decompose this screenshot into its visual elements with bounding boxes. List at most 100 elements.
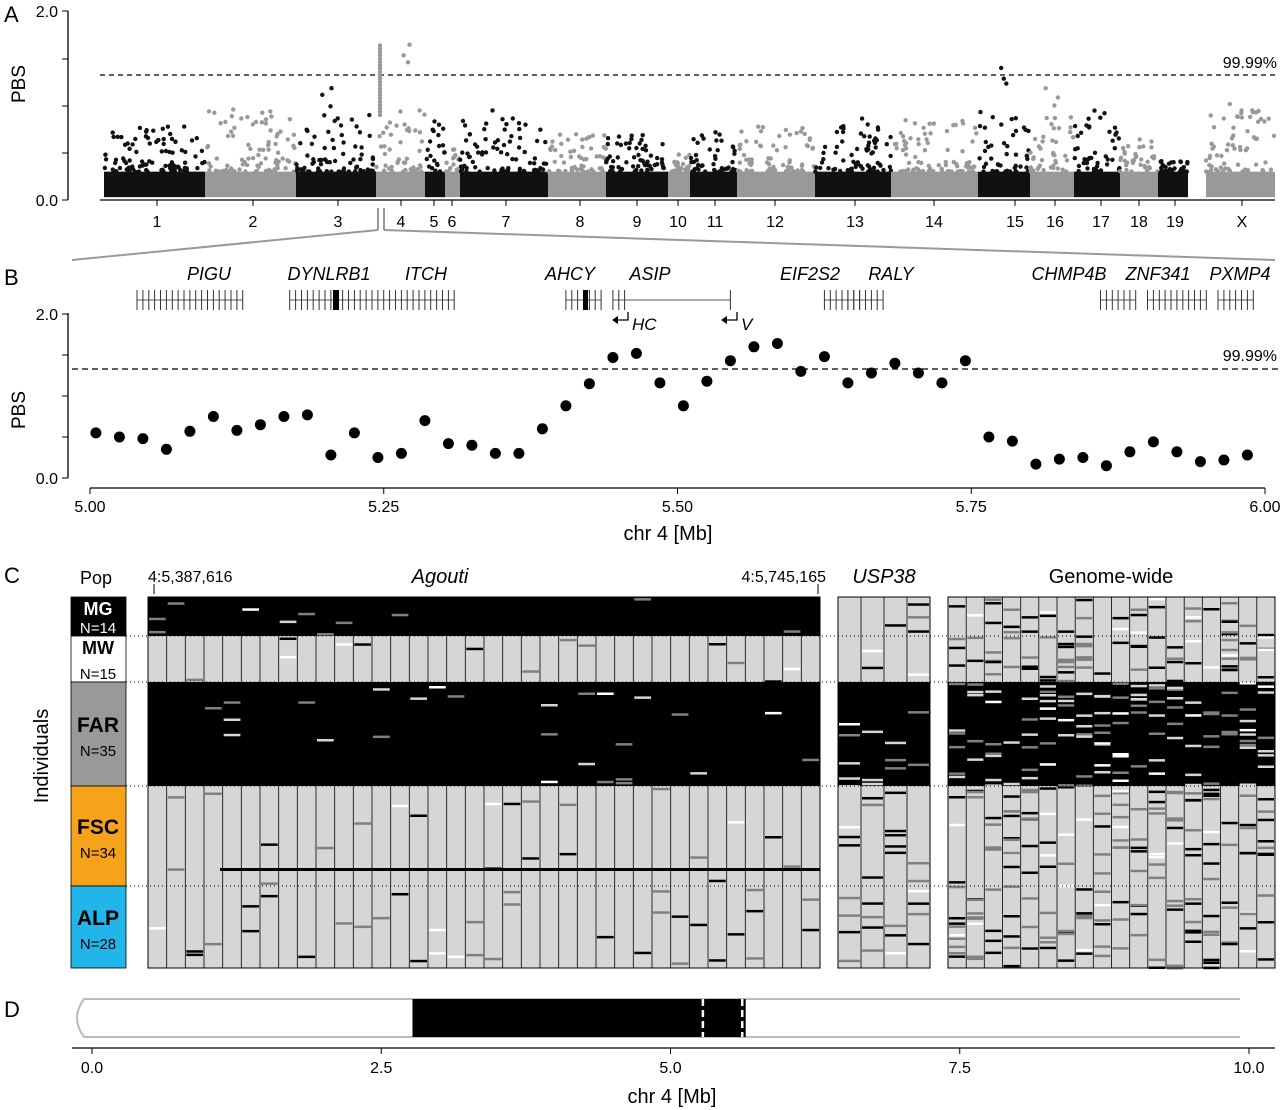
snp-point [1005, 144, 1010, 149]
hap-stripe [1167, 964, 1184, 968]
hap-stripe [1039, 690, 1056, 694]
snp-point [1133, 151, 1138, 157]
snp-point [1031, 156, 1036, 161]
snp-point [291, 132, 297, 137]
chromosome-band [445, 171, 460, 198]
snp-point [900, 134, 906, 139]
hap-stripe [391, 893, 409, 896]
genome-wide-haplotype-matrix [947, 596, 1276, 970]
snp-point [921, 125, 926, 130]
snp-point [509, 134, 514, 139]
snp-point [273, 141, 278, 147]
pbs-point [1124, 446, 1136, 458]
hap-stripe [1148, 855, 1165, 859]
snp-point [1001, 141, 1007, 146]
snp-point [1239, 110, 1244, 116]
hap-stripe [949, 682, 966, 686]
snp-point [585, 169, 590, 174]
snp-point [688, 155, 694, 161]
snp-point [957, 168, 963, 174]
snp-point [739, 129, 744, 134]
c-usp38-title: USP38 [852, 566, 915, 588]
snp-point [581, 157, 587, 162]
hap-stripe [186, 678, 203, 682]
hap-stripe [1112, 815, 1129, 819]
snp-point [357, 130, 363, 135]
hap-stripe [1130, 933, 1147, 937]
snp-point [840, 129, 846, 135]
hap-stripe [985, 660, 1002, 664]
snp-point [1012, 165, 1017, 171]
hap-stripe [1257, 636, 1274, 639]
sweep-block [412, 999, 746, 1037]
snp-point [1230, 143, 1236, 148]
snp-point [862, 134, 867, 139]
snp-point [837, 168, 843, 174]
snp-point [102, 165, 108, 171]
snp-point [597, 154, 603, 159]
hap-stripe [885, 829, 906, 833]
hap-stripe [1239, 912, 1256, 916]
hap-stripe [1003, 608, 1020, 611]
hap-stripe [1148, 790, 1165, 794]
pbs-point [607, 352, 619, 363]
snp-point [966, 169, 971, 174]
hap-stripe [690, 856, 707, 859]
hap-stripe [522, 857, 539, 860]
snp-point [701, 136, 706, 141]
snp-point [1184, 169, 1190, 174]
chromosome-label: 4 [397, 214, 406, 231]
hap-stripe [149, 617, 166, 621]
snp-point [1075, 133, 1080, 139]
snp-point [787, 160, 792, 165]
snp-point [906, 160, 912, 166]
snp-point [931, 121, 936, 126]
hap-frame [947, 596, 1276, 969]
snp-point [240, 162, 245, 167]
snp-point [760, 125, 766, 130]
hap-stripe [862, 949, 883, 952]
hap-stripe [1094, 695, 1111, 698]
snp-point [1126, 144, 1131, 149]
chromosome-label: 15 [1006, 214, 1024, 231]
snp-point [407, 42, 412, 47]
hap-stripe [967, 659, 984, 663]
pbs-point [113, 431, 125, 443]
hap-stripe [1221, 733, 1238, 736]
snp-point [960, 121, 966, 126]
snp-point [254, 168, 260, 174]
hap-stripe [1167, 660, 1184, 664]
snp-point [916, 137, 921, 142]
hap-stripe [1239, 743, 1256, 747]
snp-point [298, 167, 304, 172]
snp-point [1224, 148, 1230, 153]
snp-point [1149, 139, 1154, 144]
snp-point [123, 160, 129, 166]
hap-stripe [1039, 841, 1056, 844]
snp-point [377, 112, 383, 118]
snp-point [749, 168, 754, 174]
hap-stripe [1003, 946, 1020, 950]
chromosome-band [606, 171, 668, 198]
snp-point [499, 169, 504, 174]
snp-point [1092, 108, 1097, 113]
snp-point [377, 99, 383, 104]
snp-point [291, 169, 296, 174]
hap-stripe [1003, 625, 1020, 629]
hap-stripe [1021, 871, 1038, 874]
snp-point [246, 142, 251, 147]
snp-point [645, 169, 650, 174]
snp-point [1085, 166, 1090, 171]
hap-stripe [1167, 686, 1184, 690]
hap-stripe [1094, 812, 1111, 815]
snp-point [676, 167, 681, 173]
snp-point [322, 145, 327, 151]
hap-stripe [1221, 620, 1238, 623]
hap-stripe [1203, 914, 1220, 918]
snp-point [326, 129, 331, 134]
hap-stripe [967, 957, 984, 961]
hap-stripe [522, 670, 539, 673]
hap-stripe [1039, 911, 1056, 915]
snp-point [713, 130, 718, 135]
hap-stripe [862, 797, 883, 800]
